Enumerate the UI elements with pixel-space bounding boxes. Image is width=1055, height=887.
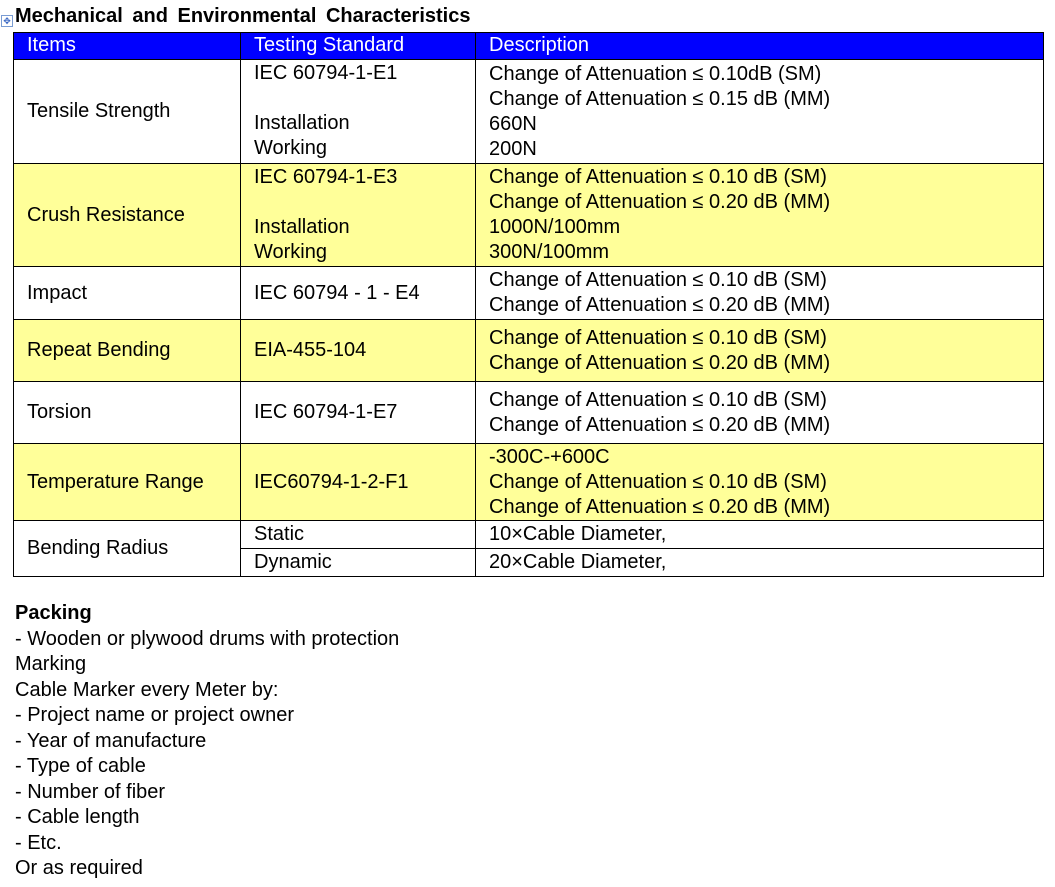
standard-line: Installation xyxy=(254,112,350,134)
standard-cell: IEC 60794-1-E1 Installation Working xyxy=(241,60,476,163)
packing-line: - Number of fiber xyxy=(15,780,166,803)
description-cell: -300C-+600C Change of Attenuation ≤ 0.10 … xyxy=(476,444,1043,520)
item-label: Tensile Strength xyxy=(27,100,171,122)
description-line: Change of Attenuation ≤ 0.10dB (SM) xyxy=(489,62,822,85)
bending-subcells: Static 10×Cable Diameter, Dynamic 20×Cab… xyxy=(241,521,1043,576)
header-description: Description xyxy=(489,34,590,56)
standard-cell: EIA-455-104 xyxy=(241,320,476,381)
description-line: Change of Attenuation ≤ 0.10 dB (SM) xyxy=(489,388,827,411)
packing-line: - Wooden or plywood drums with protectio… xyxy=(15,627,400,650)
item-cell: Bending Radius xyxy=(14,521,241,576)
standard-cell: IEC 60794 - 1 - E4 xyxy=(241,267,476,319)
item-cell: Crush Resistance xyxy=(14,164,241,266)
table-row: Impact IEC 60794 - 1 - E4 Change of Attenu… xyxy=(14,267,1043,320)
standard-line: Working xyxy=(254,137,327,159)
standard-cell: IEC 60794-1-E3 Installation Working xyxy=(241,164,476,266)
standard-line: IEC 60794-1-E7 xyxy=(254,401,398,423)
standard-line: IEC 60794-1-E1 xyxy=(254,62,398,84)
table-row: Repeat Bending EIA-455-104 Change of Atten… xyxy=(14,320,1043,382)
description-line: Change of Attenuation ≤ 0.10 dB (SM) xyxy=(489,166,827,188)
description-line: Change of Attenuation ≤ 0.20 dB (MM) xyxy=(489,294,831,316)
description-line: -300C-+600C xyxy=(489,445,610,468)
item-label: Temperature Range xyxy=(27,470,204,493)
table-row: Crush Resistance IEC 60794-1-E3 Installati… xyxy=(14,164,1043,267)
item-cell: Temperature Range xyxy=(14,444,241,520)
packing-line: - Etc. xyxy=(15,831,62,854)
description-line: 200N xyxy=(489,137,537,160)
bending-static-row: Static 10×Cable Diameter, xyxy=(241,521,1043,549)
description-line: Change of Attenuation ≤ 0.20 dB (MM) xyxy=(489,495,831,518)
characteristics-table: Items Testing Standard Description Tensi… xyxy=(13,32,1044,577)
description-line: Change of Attenuation ≤ 0.20 dB (MM) xyxy=(489,191,831,213)
description-line: 1000N/100mm xyxy=(489,216,621,238)
section-title: Mechanical and Environmental Characteris… xyxy=(15,5,471,27)
bending-dynamic-row: Dynamic 20×Cable Diameter, xyxy=(241,549,1043,576)
dynamic-value: 20×Cable Diameter, xyxy=(489,551,667,573)
item-cell: Tensile Strength xyxy=(14,60,241,163)
description-line: Change of Attenuation ≤ 0.20 dB (MM) xyxy=(489,413,831,436)
description-cell: Change of Attenuation ≤ 0.10 dB (SM) Chan… xyxy=(476,164,1043,266)
description-line: 660N xyxy=(489,112,537,135)
table-row: Temperature Range IEC60794-1-2-F1 -300C-+6… xyxy=(14,444,1043,521)
header-testing-standard: Testing Standard xyxy=(241,33,476,59)
description-line: Change of Attenuation ≤ 0.10 dB (SM) xyxy=(489,470,827,493)
table-move-handle-icon[interactable]: ✥ xyxy=(1,15,13,27)
packing-line: - Year of manufacture xyxy=(15,729,207,752)
packing-line: Or as required xyxy=(15,857,143,879)
standard-line xyxy=(254,86,462,111)
standard-cell: IEC 60794-1-E7 xyxy=(241,382,476,443)
description-line: Change of Attenuation ≤ 0.10 dB (SM) xyxy=(489,269,827,291)
packing-line: Cable Marker every Meter by: xyxy=(15,678,279,701)
description-cell: Change of Attenuation ≤ 0.10 dB (SM) Chan… xyxy=(476,267,1043,319)
standard-cell: IEC60794-1-2-F1 xyxy=(241,444,476,520)
item-label: Torsion xyxy=(27,401,92,423)
table-row: Torsion IEC 60794-1-E7 Change of Attenuati… xyxy=(14,382,1043,444)
standard-line: IEC 60794-1-E3 xyxy=(254,166,398,188)
packing-heading: Packing xyxy=(15,601,399,627)
static-value: 10×Cable Diameter, xyxy=(476,521,1043,549)
packing-heading-text: Packing xyxy=(15,602,92,624)
item-label: Crush Resistance xyxy=(27,203,185,226)
packing-line: - Cable length xyxy=(15,806,140,828)
static-label: Static xyxy=(241,521,476,549)
standard-line: Installation xyxy=(254,216,350,238)
standard-line xyxy=(254,190,462,215)
item-label: Bending Radius xyxy=(27,537,169,559)
packing-section: Packing - Wooden or plywood drums with p… xyxy=(15,601,399,882)
item-label: Repeat Bending xyxy=(27,339,171,361)
item-label: Impact xyxy=(27,281,88,304)
table-header-row: Items Testing Standard Description xyxy=(14,33,1043,60)
packing-line: - Type of cable xyxy=(15,755,146,777)
standard-line: IEC60794-1-2-F1 xyxy=(254,470,409,493)
standard-line: EIA-455-104 xyxy=(254,339,367,361)
description-line: Change of Attenuation ≤ 0.10 dB (SM) xyxy=(489,326,827,349)
packing-line: - Project name or project owner xyxy=(15,704,295,726)
table-row-bending-radius: Bending Radius Static 10×Cable Diameter,… xyxy=(14,521,1043,577)
description-cell: Change of Attenuation ≤ 0.10 dB (SM) Chan… xyxy=(476,382,1043,443)
description-cell: Change of Attenuation ≤ 0.10 dB (SM) Chan… xyxy=(476,320,1043,381)
standard-line: IEC 60794 - 1 - E4 xyxy=(254,281,420,304)
item-cell: Torsion xyxy=(14,382,241,443)
table-row: Tensile Strength IEC 60794-1-E1 Installati… xyxy=(14,60,1043,164)
dynamic-label: Dynamic xyxy=(241,549,476,576)
standard-line: Working xyxy=(254,241,327,263)
description-line: Change of Attenuation ≤ 0.20 dB (MM) xyxy=(489,351,831,374)
packing-line: Marking xyxy=(15,653,87,675)
item-cell: Repeat Bending xyxy=(14,320,241,381)
item-cell: Impact xyxy=(14,267,241,319)
description-line: 300N/100mm xyxy=(489,241,610,263)
description-line: Change of Attenuation ≤ 0.15 dB (MM) xyxy=(489,87,831,110)
description-cell: Change of Attenuation ≤ 0.10dB (SM) Chang… xyxy=(476,60,1043,163)
header-items: Items xyxy=(14,33,241,59)
